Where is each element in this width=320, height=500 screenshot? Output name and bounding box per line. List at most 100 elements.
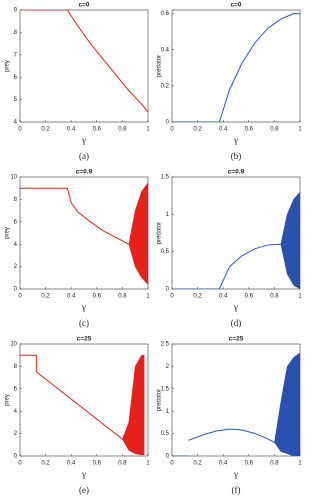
chaotic-band [128,182,148,285]
y-tick-label: 0 [166,120,170,126]
series-line [20,187,130,245]
y-tick-label: 2 [14,264,18,270]
x-axis-label: γ [81,135,86,145]
series-line [172,13,300,122]
x-tick-label: 0 [18,127,22,133]
series-line [172,243,281,289]
series-line [20,10,148,113]
y-tick-label: 8 [14,197,18,203]
y-tick-label: 2 [14,431,18,437]
y-tick-label: 0.2 [161,83,170,89]
x-tick-label: 0.8 [270,294,279,300]
y-tick-label: 1 [166,212,170,218]
series-line [20,354,123,440]
x-axis-label: γ [233,135,238,145]
y-axis-label: predator [157,222,163,244]
caption: (e) [79,485,89,495]
x-tick-label: 1 [298,461,302,467]
chart-title: c=0.9 [228,169,245,176]
y-tick-label: 7 [14,52,18,58]
x-axis-label: γ [233,469,238,479]
series-line [172,428,275,456]
y-tick-label: 0 [166,454,170,460]
chart-title: c=0 [78,2,89,9]
x-tick-label: 0.6 [245,461,254,467]
chart-title: c=25 [229,336,244,343]
x-tick-label: 1 [298,294,302,300]
x-tick-label: 0.4 [219,127,228,133]
y-tick-label: 0 [14,287,18,293]
y-tick-label: 0.4 [161,47,170,53]
plot-frame [19,9,149,123]
x-tick-label: 0.4 [67,127,76,133]
x-tick-label: 0 [170,461,174,467]
panel: c=0 0 0.2 0.4 0.6 0.8 1 0 0.2 0.4 0.6 γ predator (b) [157,2,303,161]
y-tick-label: 0.5 [161,249,170,255]
x-axis-label: γ [81,302,86,312]
y-tick-label: 10 [10,342,17,348]
y-axis-label: predator [157,55,163,77]
y-tick-label: 8 [14,30,18,36]
y-tick-label: 4 [14,120,18,126]
plot-frame [19,176,149,290]
y-axis-label: predator [157,389,163,411]
y-tick-label: 2 [166,364,170,370]
y-tick-label: 1.5 [161,386,170,392]
x-tick-label: 0.2 [41,127,50,133]
caption: (c) [79,318,89,328]
chaotic-band [280,191,300,289]
x-tick-label: 1 [146,127,150,133]
y-tick-label: 10 [10,175,17,181]
x-tick-label: 0.6 [245,127,254,133]
x-tick-label: 0.4 [67,461,76,467]
x-tick-label: 0.2 [193,294,202,300]
caption: (b) [231,151,242,161]
y-axis-label: prey [5,394,11,406]
x-tick-label: 1 [298,127,302,133]
y-tick-label: 6 [14,219,18,225]
y-tick-label: 0.5 [161,431,170,437]
y-tick-label: 9 [14,8,18,14]
x-tick-label: 0.4 [67,294,76,300]
x-tick-label: 0 [170,294,174,300]
y-tick-label: 6 [14,386,18,392]
x-tick-label: 0.2 [41,294,50,300]
chaotic-band [122,354,145,456]
x-tick-label: 0.6 [93,461,102,467]
plot-frame [19,343,149,457]
x-tick-label: 0.4 [219,294,228,300]
y-tick-label: 0 [166,287,170,293]
x-tick-label: 0 [18,461,22,467]
y-tick-label: 6 [14,75,18,81]
chart-title: c=25 [77,336,92,343]
chart-title: c=0.9 [76,169,93,176]
x-tick-label: 0.2 [193,127,202,133]
y-tick-label: 0.6 [161,11,170,17]
x-axis-label: γ [81,469,86,479]
panel: c=0.9 0 0.2 0.4 0.6 0.8 1 0 0.5 1 1.5 γ predator (d) [157,169,303,328]
x-tick-label: 0.8 [270,461,279,467]
chart-title: c=0 [230,2,241,9]
x-tick-label: 0 [18,294,22,300]
y-tick-label: 8 [14,364,18,370]
x-tick-label: 0.2 [41,461,50,467]
x-tick-label: 0.4 [219,461,228,467]
y-tick-label: 2.5 [161,342,170,348]
x-tick-label: 0.8 [118,127,127,133]
y-tick-label: 4 [14,409,18,415]
x-tick-label: 0.8 [118,461,127,467]
y-axis-label: prey [5,227,11,239]
x-tick-label: 0.6 [93,127,102,133]
plot-frame [171,176,301,290]
caption: (d) [231,318,242,328]
y-axis-label: prey [5,60,11,72]
x-tick-label: 0.6 [245,294,254,300]
panel: c=0 0 0.2 0.4 0.6 0.8 1 4 5 6 7 8 9 γ prey (a) [5,2,151,161]
chaotic-band [274,352,300,456]
caption: (f) [232,485,241,495]
x-tick-label: 0.6 [93,294,102,300]
x-tick-label: 1 [146,294,150,300]
caption: (a) [79,151,89,161]
